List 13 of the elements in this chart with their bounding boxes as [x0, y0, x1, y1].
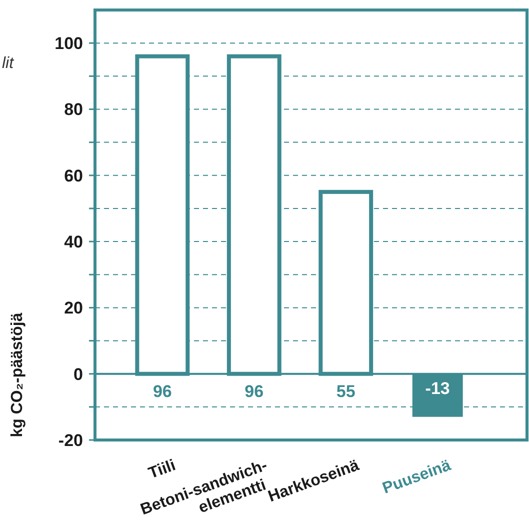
y-tick-label: 100 — [54, 34, 83, 54]
y-tick-label: 20 — [64, 298, 83, 318]
y-tick-label: 60 — [64, 166, 83, 186]
data-label: 96 — [244, 382, 264, 401]
y-tick-label: -20 — [58, 430, 83, 450]
data-label: 55 — [336, 382, 356, 401]
data-label: 96 — [152, 382, 172, 401]
y-tick-label: 80 — [64, 100, 83, 120]
y-tick-label: 40 — [64, 232, 83, 252]
y-axis-title: kg CO₂-päästöjä — [9, 312, 26, 438]
text: lit — [2, 55, 14, 72]
data-label: -13 — [425, 378, 450, 398]
y-tick-label: 0 — [74, 364, 83, 384]
